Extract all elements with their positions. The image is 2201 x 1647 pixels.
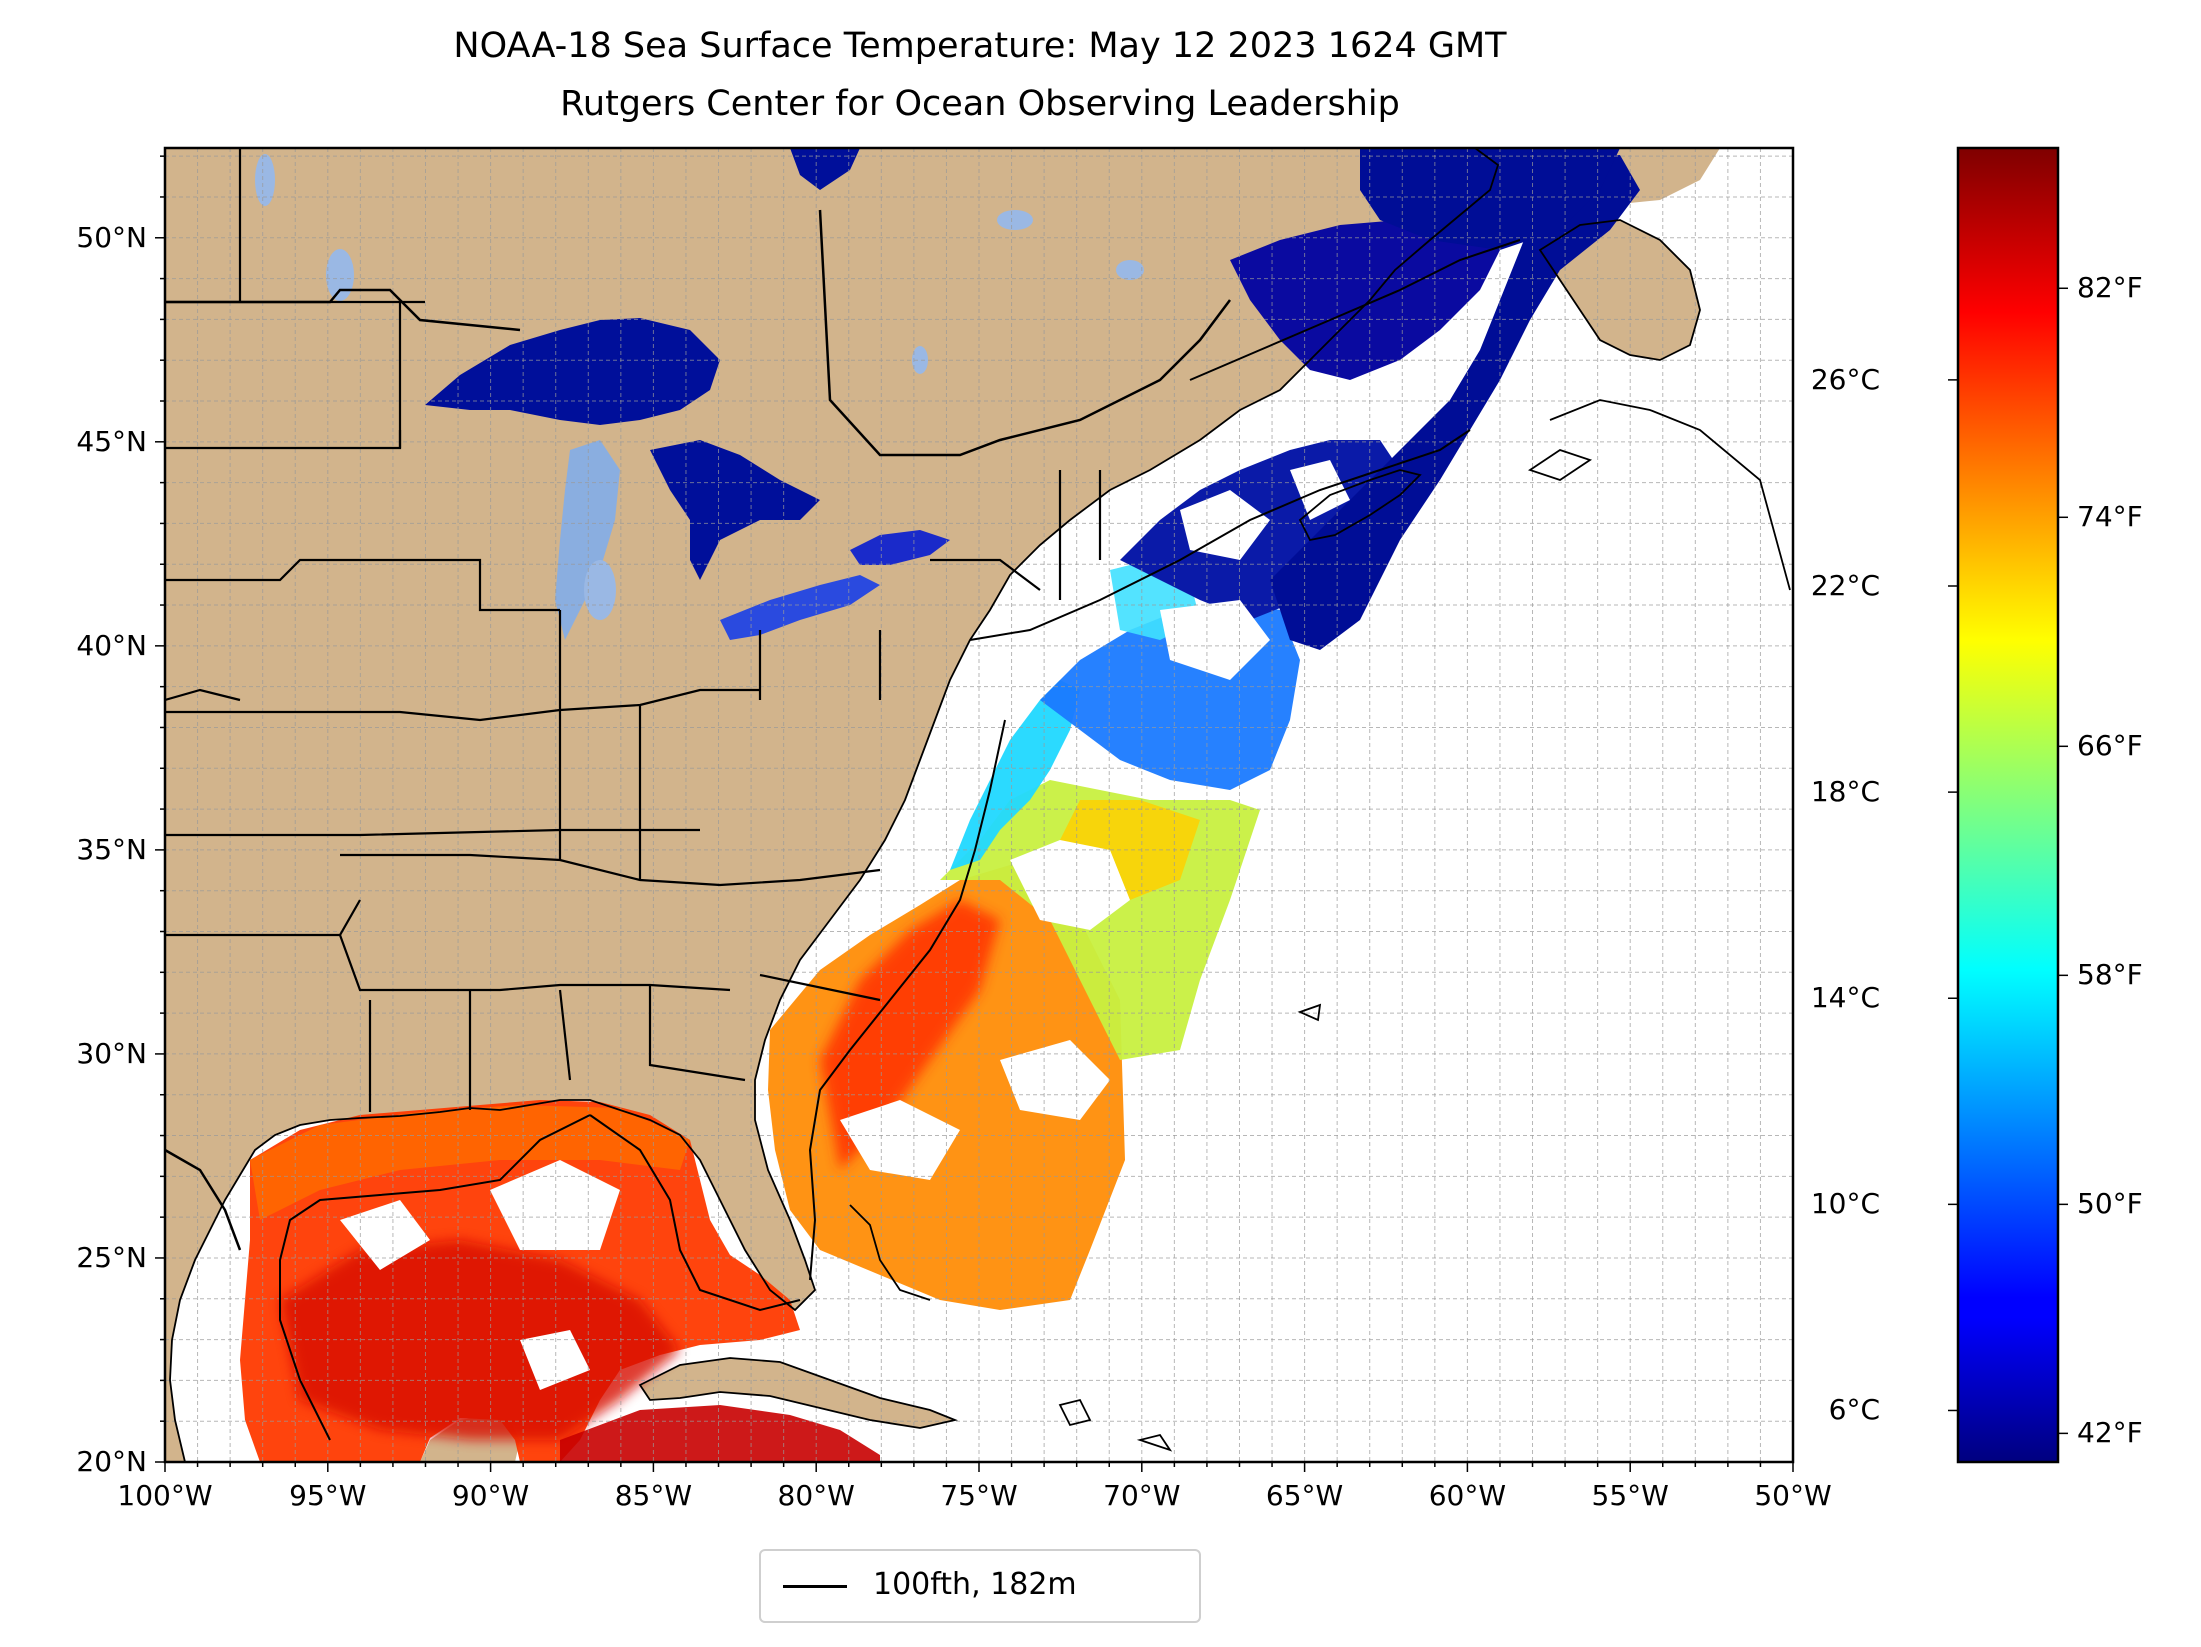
fahrenheit-tick-label: 50°F [2077,1187,2143,1221]
colorbar-tick-marks [1948,287,2068,1435]
lon-tick-label: 60°W [1428,1479,1507,1512]
celsius-tick-label: 22°C [1810,569,1880,602]
lake-huron [650,440,820,580]
map-content [165,148,1793,1462]
lake-michigan [555,440,620,640]
small-lakes [255,154,1144,620]
fahrenheit-tick-label: 74°F [2077,500,2143,534]
coastlines [169,148,1791,1462]
axis-tick-marks [155,155,1794,1472]
sst-north-swath-edge [1360,148,1620,250]
fahrenheit-tick-label: 58°F [2077,958,2143,992]
lon-tick-label: 85°W [614,1479,693,1512]
celsius-tick-label: 26°C [1810,362,1880,396]
lake-superior [425,318,720,425]
lake-erie [720,575,880,640]
lat-tick-label: 30°N [76,1036,147,1070]
sst-caribbean [560,1405,880,1462]
lon-tick-label: 90°W [451,1479,530,1512]
land-north-america [165,148,1498,1462]
sst-gulf-coast-orange [250,1105,690,1220]
lon-tick-label: 80°W [777,1479,855,1512]
sst-gulf-stream [820,900,1000,1170]
celsius-tick-label: 10°C [1810,1187,1880,1221]
lat-tick-label: 20°N [76,1445,147,1478]
chart-title: NOAA-18 Sea Surface Temperature: May 12 … [453,26,1507,66]
colorbar [1956,146,2060,1464]
chart-subtitle: Rutgers Center for Ocean Observing Leade… [560,84,1400,124]
fahrenheit-tick-label: 66°F [2077,729,2143,763]
legend: 100fth, 182m [759,1549,1201,1623]
lat-tick-label: 25°N [76,1240,147,1274]
lat-tick-label: 45°N [76,424,147,458]
fahrenheit-tick-label: 82°F [2077,271,2143,305]
country-borders [165,209,1231,1251]
lon-tick-label: 100°W [117,1479,213,1512]
celsius-tick-label: 14°C [1810,981,1880,1015]
legend-line-swatch [783,1585,847,1588]
lat-tick-label: 35°N [76,832,147,866]
legend-label: 100fth, 182m [873,1567,1077,1602]
celsius-tick-label: 6°C [1828,1393,1880,1427]
isobath-100fth [279,239,1521,1441]
fahrenheit-tick-label: 42°F [2077,1416,2143,1450]
lon-tick-label: 70°W [1103,1479,1181,1512]
lon-tick-label: 55°W [1591,1479,1669,1512]
celsius-tick-label: 18°C [1810,775,1880,809]
lon-tick-label: 65°W [1265,1479,1344,1512]
lat-tick-label: 50°N [76,220,147,254]
lake-ontario [850,530,950,565]
lat-tick-label: 40°N [76,628,147,662]
lon-tick-label: 50°W [1754,1479,1832,1512]
land-newfoundland [1540,220,1700,360]
map-gridlines [165,148,1793,1462]
lon-tick-label: 75°W [940,1479,1018,1512]
state-borders [165,148,1102,1112]
lon-tick-label: 95°W [289,1479,367,1512]
sst-gulf-st-lawrence [1230,220,1500,380]
hudson-bay-inlet [790,148,860,190]
